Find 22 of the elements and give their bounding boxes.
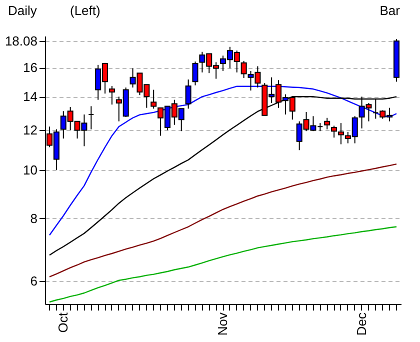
y-tick-label: 14 <box>23 89 38 104</box>
y-tick-label: 12 <box>23 122 38 138</box>
candlestick <box>324 117 330 130</box>
text: (Left) <box>70 3 100 18</box>
line-series <box>48 163 398 278</box>
candlestick <box>150 89 157 110</box>
candlestick <box>88 106 94 130</box>
line-series <box>48 86 398 236</box>
y-tick-label: 18.08 <box>4 34 38 48</box>
x-tick-label: Nov <box>215 312 230 336</box>
candlestick <box>192 61 198 86</box>
x-tick-label: Dec <box>354 312 369 336</box>
y-tick-label: 8 <box>30 210 38 226</box>
x-tick-label: Oct <box>55 312 70 333</box>
y-tick-label: 16 <box>23 60 38 76</box>
candlestick <box>331 125 338 138</box>
text: Daily <box>8 3 37 18</box>
y-tick-label: 6 <box>30 274 38 289</box>
candlestick <box>108 86 115 106</box>
y-tick-label: 10 <box>23 162 38 178</box>
line-series <box>48 226 398 303</box>
text: Bar <box>380 3 400 18</box>
